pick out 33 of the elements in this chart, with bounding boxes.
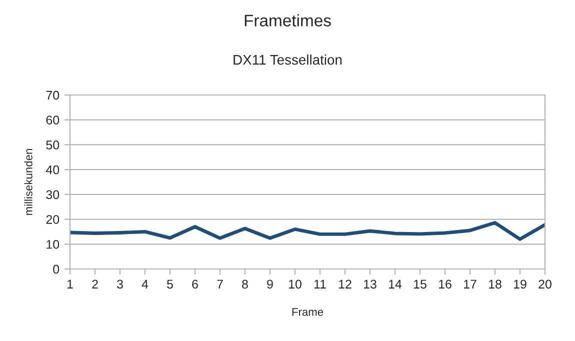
x-tick-label: 1 bbox=[67, 280, 73, 288]
x-tick-label: 7 bbox=[217, 280, 223, 288]
x-tick-label: 16 bbox=[439, 280, 452, 289]
x-tick-label: 4 bbox=[142, 280, 148, 288]
x-axis-title: Frame bbox=[292, 308, 324, 316]
x-tick-label: 15 bbox=[414, 280, 426, 289]
x-tick-label: 8 bbox=[242, 280, 248, 289]
x-tick-label: 2 bbox=[92, 280, 98, 288]
x-tick-label: 11 bbox=[314, 280, 326, 288]
x-tick-label: 9 bbox=[267, 280, 273, 289]
x-tick-label: 20 bbox=[538, 280, 552, 289]
y-tick-label: 70 bbox=[46, 90, 60, 100]
x-tick-label: 13 bbox=[364, 280, 376, 289]
x-tick-label: 19 bbox=[514, 280, 526, 289]
y-tick-label: 40 bbox=[46, 165, 60, 174]
x-tick-label: 6 bbox=[192, 280, 198, 289]
y-tick-label: 60 bbox=[46, 116, 60, 125]
x-tick-label: 10 bbox=[289, 280, 302, 289]
x-tick-label: 12 bbox=[339, 280, 352, 288]
chart-title: Frametimes bbox=[244, 14, 331, 26]
y-tick-label: 10 bbox=[46, 240, 60, 249]
chart-subtitle: DX11 Tessellation bbox=[234, 54, 342, 65]
x-tick-label: 5 bbox=[167, 280, 173, 289]
x-tick-label: 3 bbox=[117, 280, 123, 289]
x-tick-label: 17 bbox=[464, 280, 476, 288]
y-tick-label: 20 bbox=[46, 215, 60, 224]
y-tick-label: 50 bbox=[46, 140, 60, 150]
line-series bbox=[70, 221, 545, 241]
x-tick-label: 14 bbox=[389, 280, 402, 288]
y-axis-title: millisekunden bbox=[24, 149, 32, 215]
y-tick-label: 30 bbox=[46, 190, 60, 200]
y-tick-label: 0 bbox=[53, 264, 60, 274]
x-tick-label: 18 bbox=[489, 280, 502, 289]
